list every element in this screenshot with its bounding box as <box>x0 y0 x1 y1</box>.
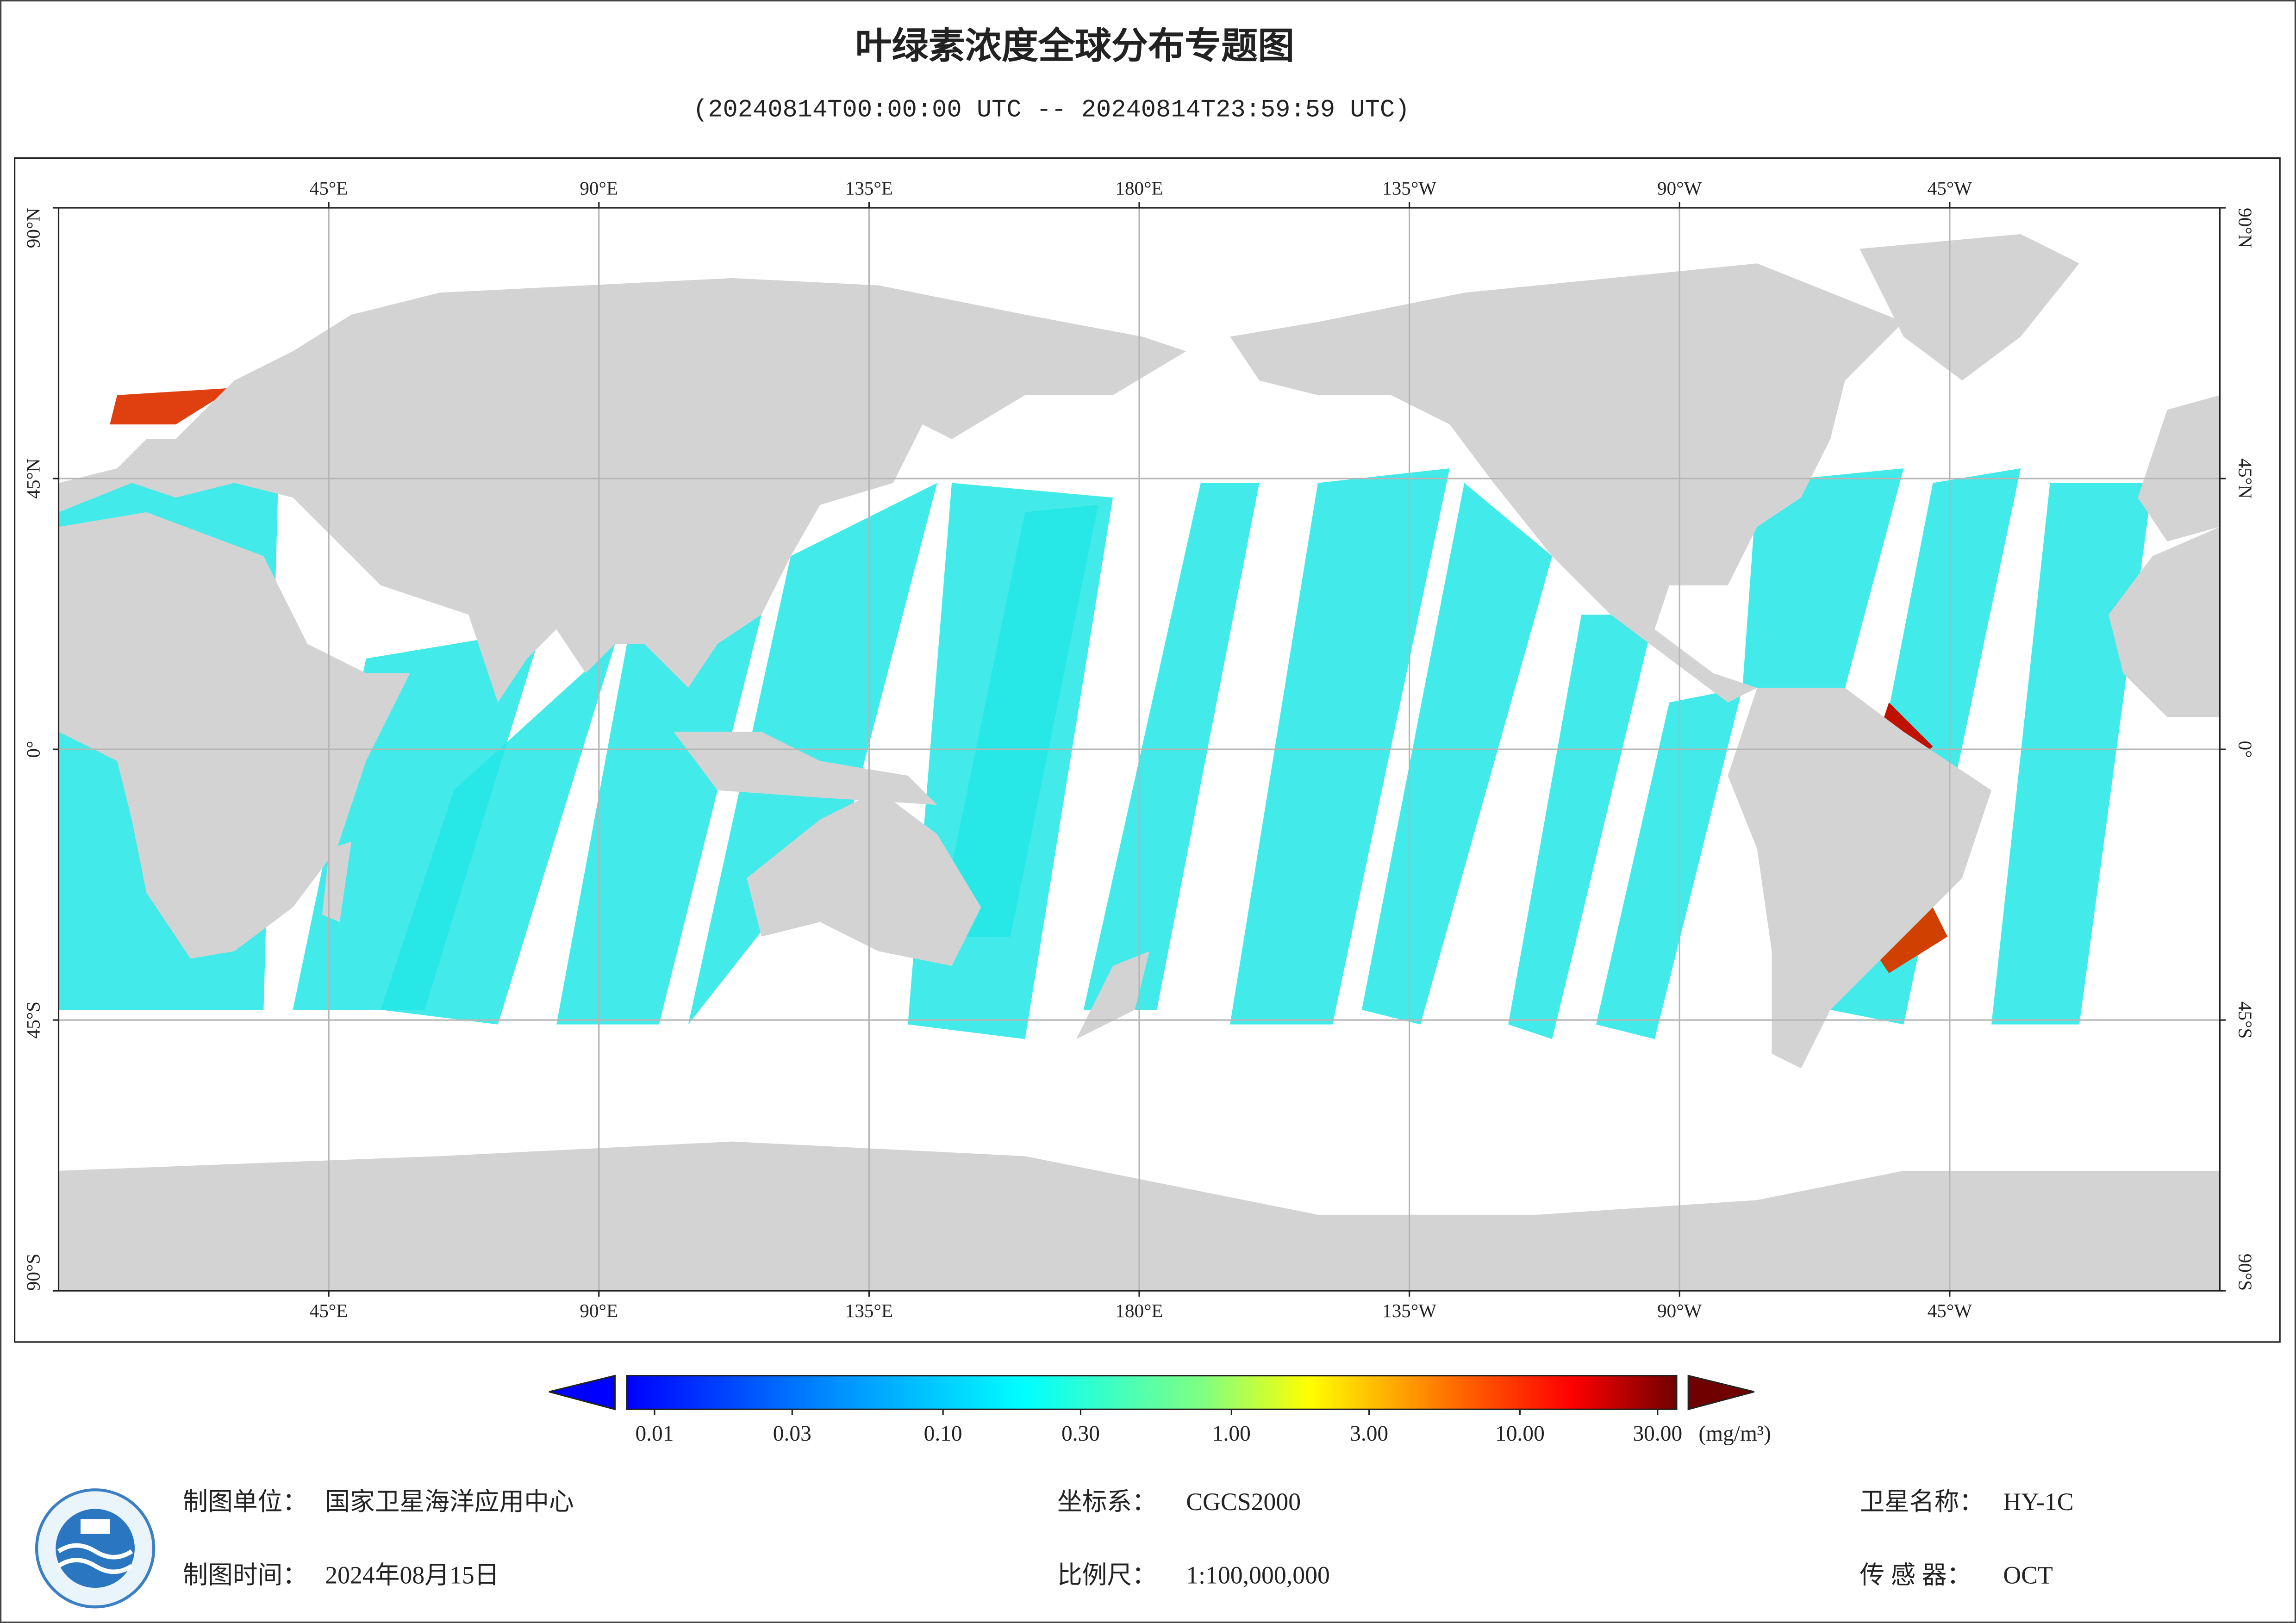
footer-label: 传 感 器： <box>1859 1561 1972 1589</box>
europe-west <box>2138 395 2220 542</box>
lon-label-bottom: 45°E <box>310 1300 348 1321</box>
swath <box>381 644 615 1025</box>
coastal-high <box>1874 907 1948 973</box>
swath <box>1083 483 1260 1010</box>
footer-value: HY-1C <box>2003 1488 2073 1516</box>
south-america <box>1728 688 1992 1069</box>
colorbar-tick-label: 0.30 <box>1061 1422 1100 1446</box>
lon-label-top: 45°W <box>1928 178 1972 199</box>
lon-label-bottom: 180°E <box>1115 1300 1163 1321</box>
lat-label-left: 90°N <box>22 208 44 248</box>
subtitle: (20240814T00:00:00 UTC -- 20240814T23:59… <box>693 96 1410 124</box>
lon-label-top: 90°E <box>580 178 618 199</box>
lon-label-bottom: 135°W <box>1382 1300 1436 1321</box>
lon-label-bottom: 90°E <box>580 1300 618 1321</box>
colorbar-tick-label: 3.00 <box>1350 1422 1388 1446</box>
swath <box>556 615 761 1025</box>
lon-label-top: 45°E <box>310 178 348 199</box>
map <box>58 208 2220 1291</box>
footer-label: 比例尺： <box>1057 1561 1157 1589</box>
footer-label: 卫星名称： <box>1859 1488 1984 1516</box>
north-america <box>1230 263 1904 703</box>
footer-label: 制图时间： <box>183 1561 307 1589</box>
lat-label-right: 0° <box>2235 741 2256 758</box>
lon-label-top: 90°W <box>1657 178 1702 199</box>
colorbar-tick-label: 1.00 <box>1212 1422 1251 1446</box>
lon-label-bottom: 45°W <box>1928 1300 1972 1321</box>
graticule <box>58 208 2220 1291</box>
colorbar-bar <box>626 1374 1678 1410</box>
footer-label: 坐标系： <box>1057 1488 1157 1516</box>
footer-value: 国家卫星海洋应用中心 <box>325 1488 574 1516</box>
lon-label-top: 135°W <box>1382 178 1436 199</box>
title: 叶绿素浓度全球分布专题图 <box>855 25 1294 67</box>
logo-wave <box>57 1543 133 1560</box>
colorbar-tick-label: 0.10 <box>924 1422 962 1446</box>
logo <box>35 1488 156 1609</box>
footer-value: 2024年08月15日 <box>325 1561 499 1589</box>
lat-label-left: 90°S <box>22 1254 44 1291</box>
colorbar-high-arrow <box>1687 1374 1754 1411</box>
colorbar-tick-label: 10.00 <box>1495 1422 1545 1446</box>
lon-label-bottom: 90°W <box>1657 1300 1702 1321</box>
colorbar-low-arrow <box>549 1374 616 1411</box>
logo-globe <box>56 1509 135 1588</box>
footer: 制图单位： 国家卫星海洋应用中心 制图时间： 2024年08月15日 坐标系： … <box>183 1488 2073 1589</box>
map-frame <box>14 157 2281 1343</box>
africa <box>58 512 410 959</box>
new-zealand <box>1076 951 1150 1039</box>
colorbar: 0.01 0.03 0.10 0.30 1.00 3.00 10.00 30.00 (mg/m… <box>549 1374 1771 1446</box>
lat-label-right: 90°N <box>2235 208 2256 248</box>
swath <box>1230 468 1450 1025</box>
australia <box>747 790 981 966</box>
lat-label-left: 45°N <box>22 458 44 498</box>
footer-value: CGCS2000 <box>1186 1488 1301 1516</box>
lon-label-bottom: 135°E <box>845 1300 893 1321</box>
africa-west <box>2109 527 2220 717</box>
colorbar-tick-label: 30.00 <box>1633 1422 1682 1446</box>
swath <box>1508 615 1655 1039</box>
lon-label-top: 135°E <box>845 178 893 199</box>
swath <box>1596 688 1743 1039</box>
colorbar-tick-label: 0.03 <box>773 1422 811 1446</box>
colorbar-ticks: 0.01 0.03 0.10 0.30 1.00 3.00 10.00 30.00 <box>635 1409 1682 1446</box>
madagascar <box>322 841 352 922</box>
footer-value: OCT <box>2003 1561 2053 1589</box>
swath <box>937 504 1098 937</box>
coastal-high <box>110 388 235 425</box>
lat-label-left: 0° <box>22 741 44 758</box>
lat-label-right: 45°N <box>2235 458 2256 498</box>
logo-satellite <box>80 1519 110 1534</box>
greenland <box>1859 234 2079 381</box>
lon-label-top: 180°E <box>1115 178 1163 199</box>
lat-label-right: 45°S <box>2235 1001 2256 1038</box>
swath <box>1742 468 1904 688</box>
logo-wave <box>57 1558 133 1574</box>
graticule-labels: 45°E 45°E 90°E 90°E 135°E 135°E 180°E 180°E 135°… <box>22 178 2256 1321</box>
lat-label-right: 90°S <box>2235 1254 2256 1291</box>
lat-label-left: 45°S <box>22 1001 44 1038</box>
eurasia <box>58 278 1186 703</box>
colorbar-unit: (mg/m³) <box>1698 1422 1771 1446</box>
colorbar-tick-label: 0.01 <box>635 1422 674 1446</box>
footer-value: 1:100,000,000 <box>1186 1561 1330 1589</box>
footer-label: 制图单位： <box>183 1488 307 1516</box>
